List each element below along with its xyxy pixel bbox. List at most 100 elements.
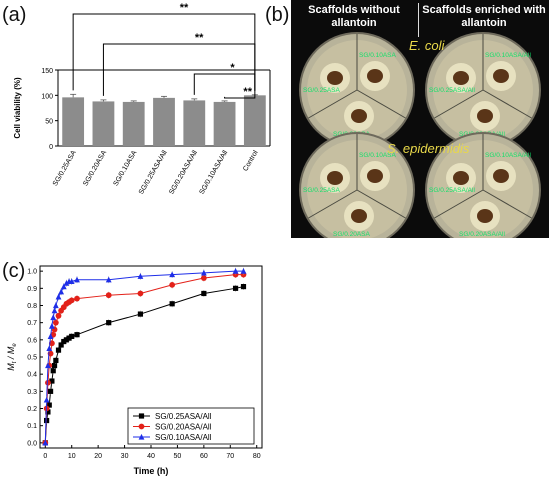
y-tick-label: 150 <box>41 68 53 75</box>
data-point <box>169 271 176 278</box>
y-tick-label: 1.0 <box>27 269 37 276</box>
series-square <box>42 283 247 446</box>
bar <box>62 97 85 146</box>
data-point <box>58 288 65 295</box>
data-point <box>63 337 70 343</box>
antibacterial-photo-panel: Scaffolds without allantoin Scaffolds en… <box>291 0 549 238</box>
scaffold-sample <box>477 209 493 223</box>
panel-label-a: (a) <box>2 4 27 26</box>
x-tick-label: Control <box>242 149 260 172</box>
scaffold-sample <box>351 209 367 223</box>
x-tick-label: 50 <box>174 453 182 460</box>
data-point <box>138 413 145 419</box>
data-point <box>169 301 175 307</box>
data-point <box>232 285 239 291</box>
sample-label: SG/0.20ASA/All <box>459 231 505 238</box>
scaffold-sample <box>493 69 509 83</box>
legend-label: SG/0.20ASA/All <box>155 423 212 432</box>
plate-divider <box>308 189 358 219</box>
x-tick-label: SG/0.20ASA <box>82 149 108 187</box>
x-tick-label: SG/0.25ASA/All <box>138 149 169 196</box>
data-point <box>74 276 80 283</box>
scaffold-sample <box>367 69 383 83</box>
scaffold-sample <box>493 169 509 183</box>
sample-label: SG/0.25ASA/All <box>429 187 475 194</box>
y-tick-label: 0.8 <box>27 303 37 310</box>
data-point <box>52 302 59 309</box>
sample-label: SG/0.25ASA <box>303 187 341 194</box>
data-point <box>66 335 72 341</box>
y-tick-label: 0 <box>49 144 53 151</box>
x-tick-label: 60 <box>200 453 208 460</box>
data-point <box>50 314 57 321</box>
data-point <box>105 292 112 299</box>
x-tick-label: 40 <box>147 453 155 460</box>
y-tick-label: 0.6 <box>27 337 37 344</box>
scaffold-sample <box>327 71 343 85</box>
data-point <box>106 320 112 326</box>
x-tick-label: SG/0.25ASA <box>52 149 78 187</box>
data-point <box>42 439 49 446</box>
data-point <box>137 273 144 279</box>
data-point <box>138 433 145 440</box>
x-axis-label: Time (h) <box>134 466 169 476</box>
x-tick-label: SG/0.10ASA/All <box>199 149 230 196</box>
data-point <box>49 378 55 384</box>
data-point <box>74 332 80 338</box>
y-axis-label: Mt / Me <box>6 343 18 371</box>
header-with-allantoin: Scaffolds enriched with allantoin <box>422 4 546 29</box>
sample-label: SG/0.10ASA <box>359 52 397 59</box>
data-point <box>60 283 67 290</box>
y-tick-label: 0.9 <box>27 286 37 293</box>
scaffold-sample <box>453 71 469 85</box>
line-chart-release-profile: 0 10 20 30 40 50 60 70 80 0.0 0.1 0.2 0.3 0.4 0.5 0.6 0.… <box>6 265 263 476</box>
x-tick-label: SG/0.10ASA <box>113 149 139 187</box>
bar <box>122 101 145 146</box>
organism-label-ecoli: E. coli <box>409 38 446 53</box>
data-point <box>137 311 144 317</box>
x-tick-label: 0 <box>43 453 47 460</box>
data-point <box>240 284 247 290</box>
significance-label: ** <box>195 32 204 44</box>
plate-divider <box>434 189 484 219</box>
data-point <box>55 312 62 319</box>
data-point <box>51 362 58 369</box>
y-tick-label: 100 <box>41 93 53 100</box>
plate-divider <box>356 189 406 219</box>
data-point <box>46 345 53 352</box>
significance-bracket <box>72 13 256 91</box>
significance-bracket <box>102 43 256 96</box>
data-point <box>201 290 207 297</box>
data-point <box>240 268 247 274</box>
data-point <box>55 347 62 353</box>
data-point <box>169 281 176 288</box>
bar <box>213 101 236 146</box>
data-point <box>51 307 58 314</box>
scaffold-sample <box>351 109 367 123</box>
sample-label: SG/0.25ASA <box>303 87 341 94</box>
significance-label: * <box>230 62 235 74</box>
y-tick-label: 0.4 <box>27 372 37 379</box>
data-point <box>137 290 144 297</box>
plate-divider <box>356 89 406 119</box>
legend-label: SG/0.25ASA/All <box>155 412 212 421</box>
y-tick-label: 0.3 <box>27 389 37 396</box>
data-point <box>232 268 239 274</box>
data-point <box>68 297 75 304</box>
scaffold-sample <box>453 171 469 185</box>
data-point <box>45 379 51 386</box>
scaffold-sample <box>477 109 493 123</box>
significance-label: ** <box>180 2 189 14</box>
sample-label: SG/0.25ASA/All <box>429 87 475 94</box>
y-tick-label: 0.7 <box>27 320 37 327</box>
sample-label: SG/0.10ASA <box>359 152 397 159</box>
series-triangle <box>42 267 247 446</box>
data-point <box>45 362 51 369</box>
bar <box>183 100 206 146</box>
header-divider <box>418 3 419 37</box>
data-point <box>53 357 59 364</box>
significance-label: ** <box>243 86 252 98</box>
sample-label: SG/0.10ASA/All <box>485 52 531 59</box>
y-tick-label: 0.1 <box>27 423 37 430</box>
